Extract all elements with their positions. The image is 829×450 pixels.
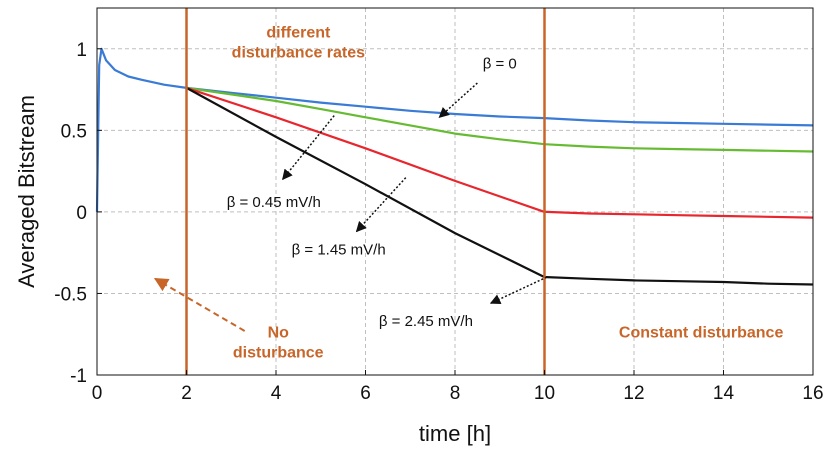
x-axis-title: time [h] xyxy=(419,421,491,446)
y-tick-label-2: 0 xyxy=(76,203,87,224)
y-tick-label-4: 1 xyxy=(76,40,87,61)
annotation-none: No disturbance xyxy=(233,324,324,361)
annotation-arrow-4 xyxy=(153,277,246,332)
annotations: different disturbance rates No disturbance C… xyxy=(227,24,784,361)
tick-labels: 0 2 4 6 8 10 12 14 16 -1 -0.5 0 0.5 1 xyxy=(54,40,823,404)
annotation-arrow-0 xyxy=(438,82,478,118)
x-tick-label-2: 4 xyxy=(271,383,282,404)
x-tick-label-0: 0 xyxy=(92,383,103,404)
series-line-3 xyxy=(185,86,814,286)
annotation-beta0: β = 0 xyxy=(483,55,517,72)
x-tick-label-7: 14 xyxy=(713,383,735,404)
series-line-1 xyxy=(186,86,814,153)
annotation-arrow-1 xyxy=(282,115,335,181)
y-tick-label-3: 0.5 xyxy=(61,121,87,142)
x-tick-label-8: 16 xyxy=(802,383,823,404)
x-tick-label-5: 10 xyxy=(534,383,555,404)
annotation-beta145: β = 1.45 mV/h xyxy=(292,241,386,258)
series-line-0 xyxy=(95,47,814,212)
series-line-2 xyxy=(186,86,814,219)
phase-markers xyxy=(185,8,546,375)
x-tick-label-3: 6 xyxy=(360,383,371,404)
annotation-constant: Constant disturbance xyxy=(619,324,784,341)
x-tick-label-6: 12 xyxy=(623,383,644,404)
annotation-different: different disturbance rates xyxy=(232,24,365,61)
x-tick-label-1: 2 xyxy=(181,383,192,404)
x-tick-label-4: 8 xyxy=(450,383,461,404)
annotation-arrow-3 xyxy=(489,276,548,304)
series-group xyxy=(95,47,814,286)
annotation-arrow-2 xyxy=(355,177,407,233)
y-tick-label-0: -1 xyxy=(70,366,87,387)
y-axis-title: Averaged Bitstream xyxy=(14,95,39,288)
y-tick-label-1: -0.5 xyxy=(54,284,87,305)
annotation-beta045: β = 0.45 mV/h xyxy=(227,194,321,211)
annotation-beta245: β = 2.45 mV/h xyxy=(379,313,473,330)
annotation-arrows xyxy=(153,82,548,332)
